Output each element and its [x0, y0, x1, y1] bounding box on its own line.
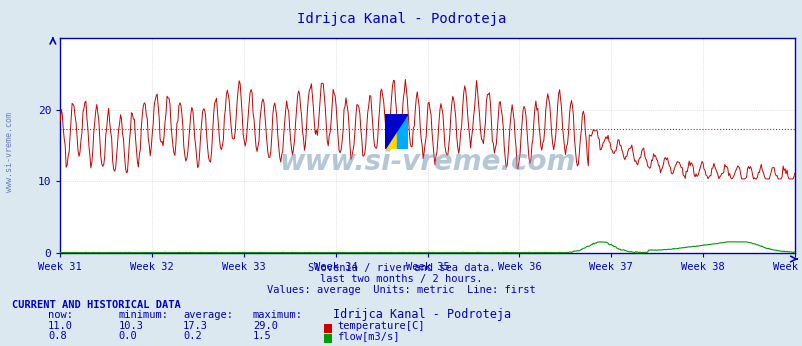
Text: 1.5: 1.5	[253, 331, 271, 341]
Text: Slovenia / river and sea data.: Slovenia / river and sea data.	[307, 263, 495, 273]
Text: Values: average  Units: metric  Line: first: Values: average Units: metric Line: firs…	[267, 285, 535, 295]
Text: maximum:: maximum:	[253, 310, 302, 320]
Text: CURRENT AND HISTORICAL DATA: CURRENT AND HISTORICAL DATA	[12, 300, 180, 310]
Text: 29.0: 29.0	[253, 321, 277, 331]
Text: Idrijca Kanal - Podroteja: Idrijca Kanal - Podroteja	[297, 12, 505, 26]
Text: 0.8: 0.8	[48, 331, 67, 341]
Text: 0.0: 0.0	[119, 331, 137, 341]
Text: 11.0: 11.0	[48, 321, 73, 331]
Text: 17.3: 17.3	[183, 321, 208, 331]
Bar	[385, 114, 396, 149]
Text: 10.3: 10.3	[119, 321, 144, 331]
Text: average:: average:	[183, 310, 233, 320]
Text: 0.2: 0.2	[183, 331, 201, 341]
Bar	[396, 114, 407, 149]
Text: minimum:: minimum:	[119, 310, 168, 320]
Text: temperature[C]: temperature[C]	[337, 321, 424, 331]
Text: Idrijca Kanal - Podroteja: Idrijca Kanal - Podroteja	[333, 308, 511, 321]
Polygon shape	[385, 114, 407, 149]
Text: flow[m3/s]: flow[m3/s]	[337, 331, 399, 341]
Text: www.si-vreme.com: www.si-vreme.com	[5, 112, 14, 192]
Text: now:: now:	[48, 310, 73, 320]
Text: www.si-vreme.com: www.si-vreme.com	[279, 148, 575, 176]
Text: last two months / 2 hours.: last two months / 2 hours.	[320, 274, 482, 284]
